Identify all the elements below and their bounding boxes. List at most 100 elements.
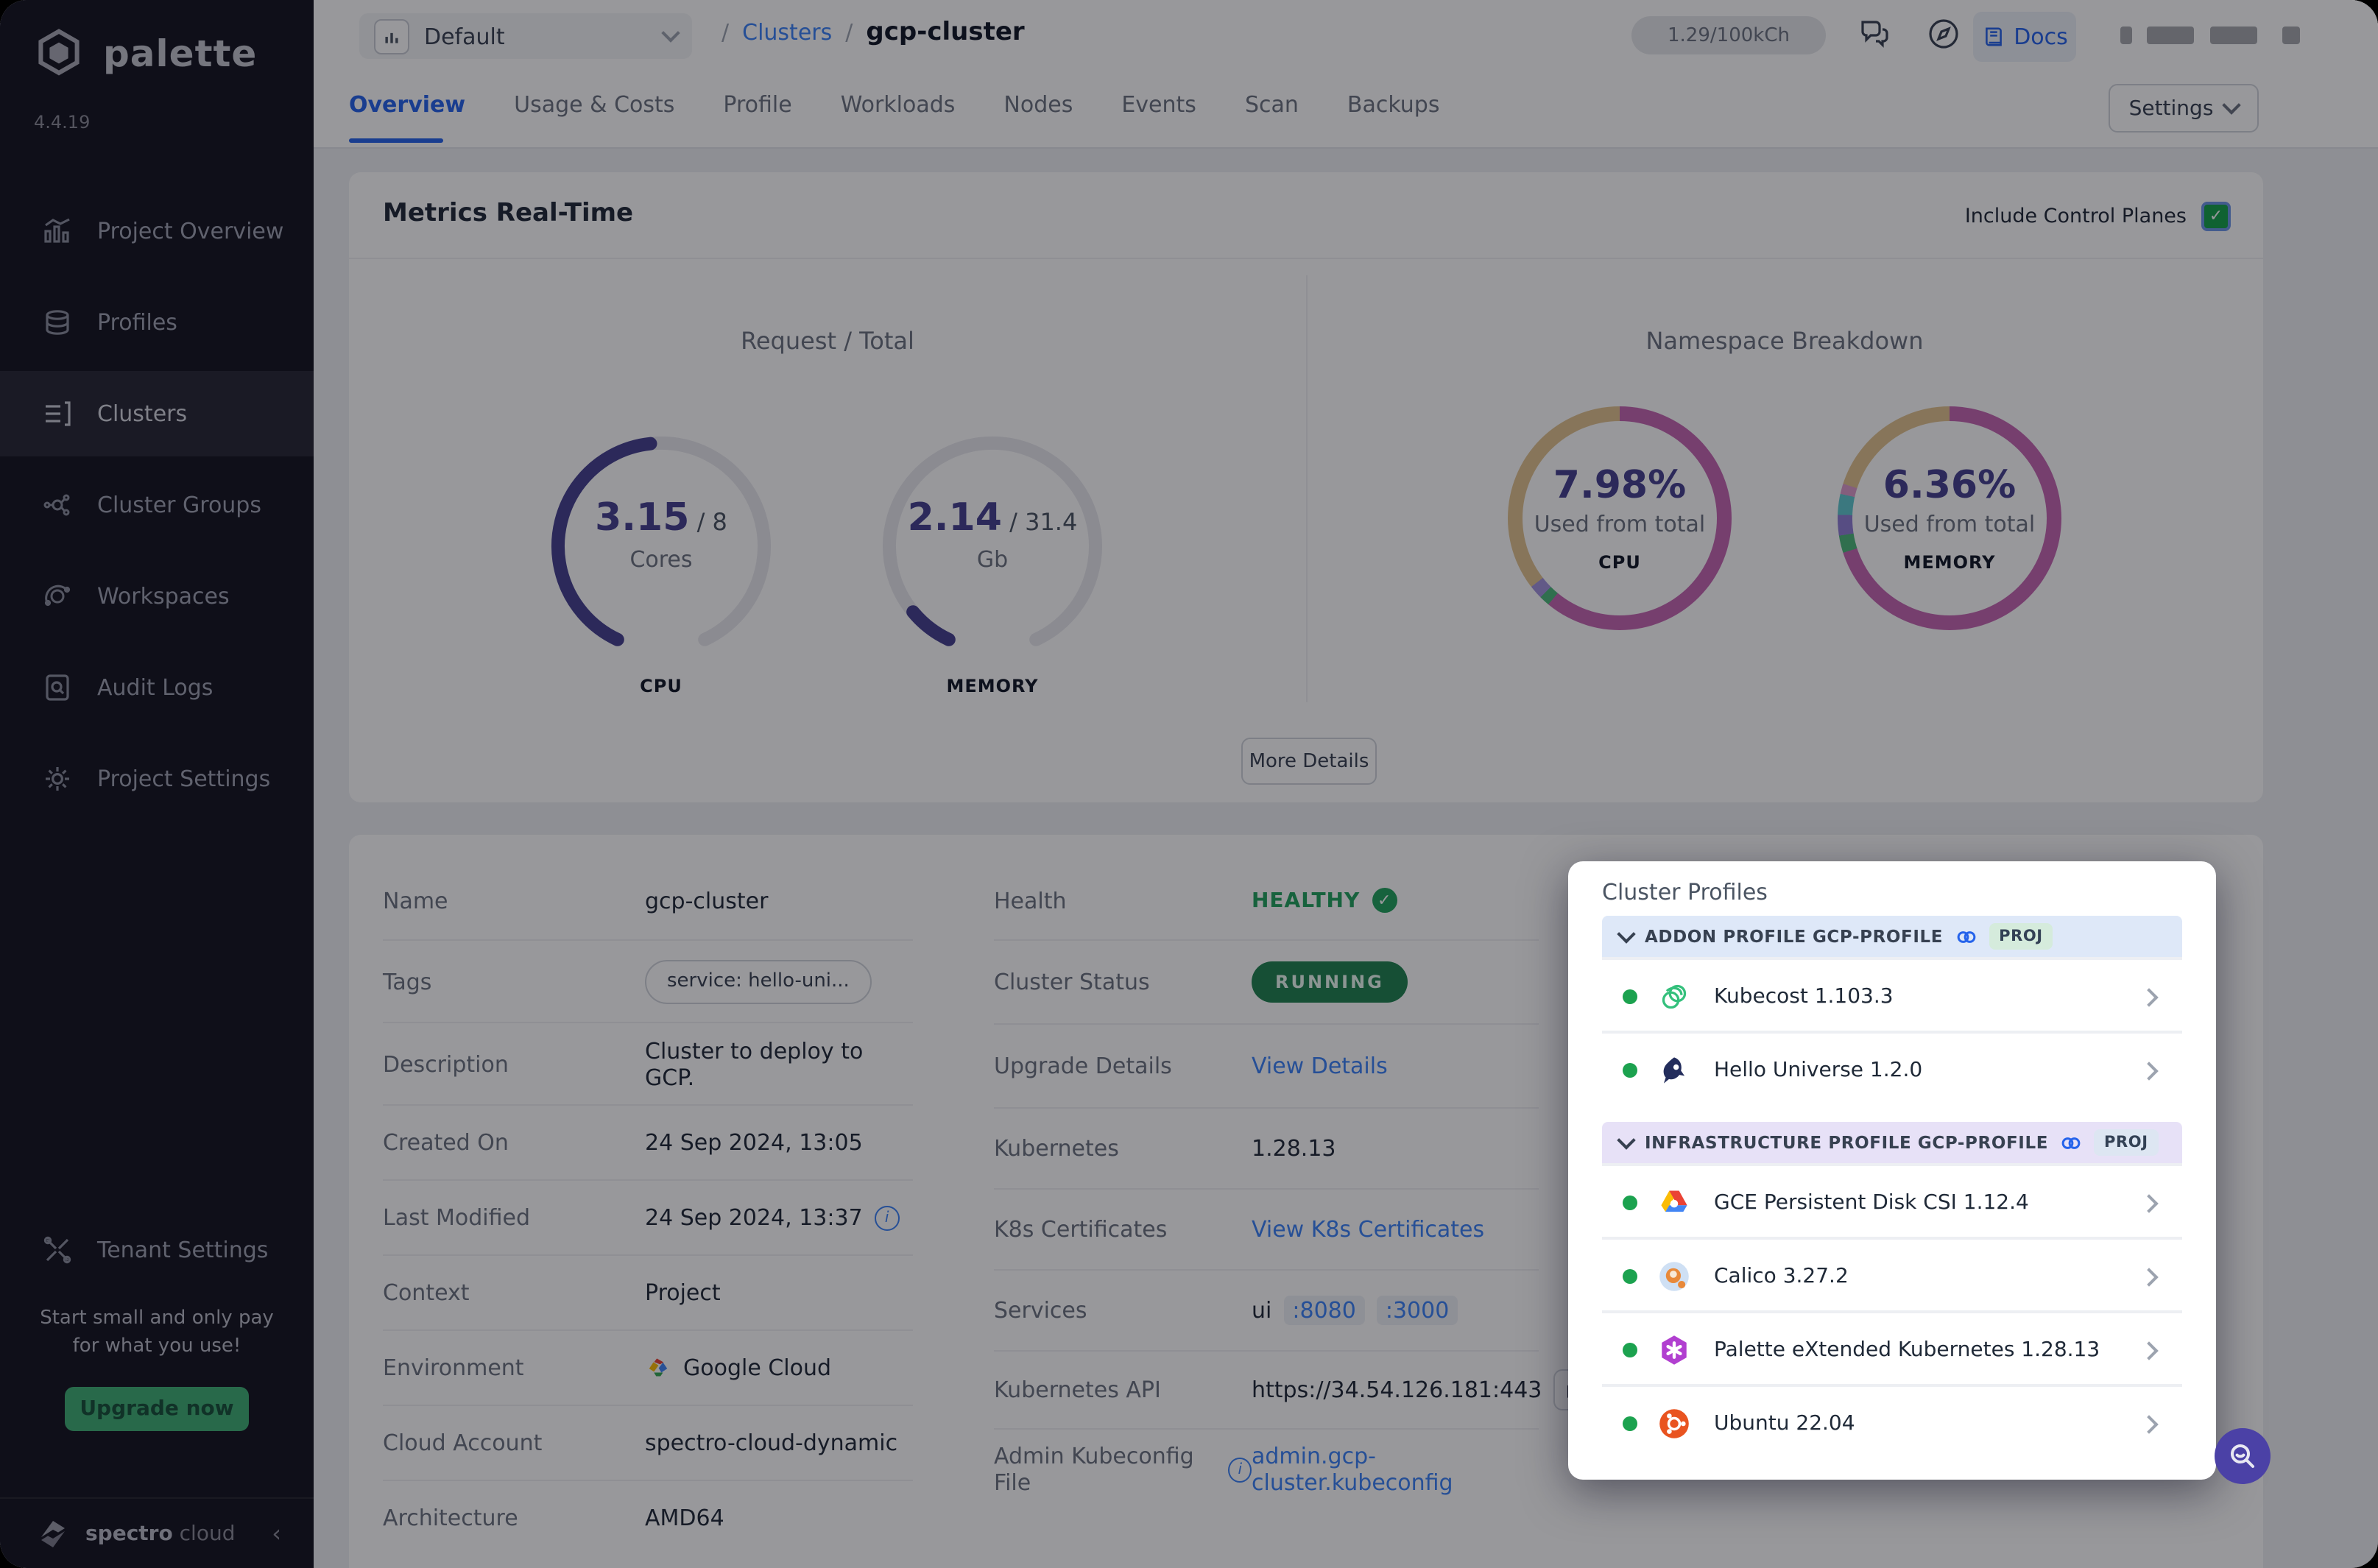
sidebar-item-label: Clusters	[97, 400, 188, 427]
profile-layer-kubecost[interactable]: Kubecost 1.103.3	[1602, 957, 2182, 1034]
search-fab-button[interactable]	[2215, 1428, 2271, 1484]
detail-row: Architecture AMD64	[383, 1505, 724, 1531]
sidebar-item-label: Tenant Settings	[97, 1237, 269, 1263]
tag-pill[interactable]: service: hello-uni...	[645, 959, 872, 1003]
detail-row: Last Modified 24 Sep 2024, 13:37 i	[383, 1181, 913, 1256]
service-port-8080-link[interactable]: :8080	[1283, 1296, 1365, 1325]
description-value: Cluster to deploy to GCP.	[645, 1037, 864, 1090]
memory-request-value: 2.14	[907, 496, 1002, 540]
detail-row: Context Project	[383, 1256, 913, 1331]
palette-extended-kubernetes-icon	[1658, 1334, 1690, 1366]
search-smile-icon	[2226, 1440, 2259, 1472]
profile-layer-palette-extended-kubernetes[interactable]: Palette eXtended Kubernetes 1.28.13	[1602, 1310, 2182, 1387]
info-icon[interactable]: i	[874, 1205, 900, 1230]
chat-icon[interactable]	[1857, 16, 1892, 52]
detail-row: Cloud Account spectro-cloud-dynamic	[383, 1406, 913, 1481]
last-modified-value: 24 Sep 2024, 13:37	[645, 1204, 863, 1231]
link-icon	[2060, 1131, 2082, 1154]
chevron-down-icon	[1617, 924, 1636, 943]
sidebar-item-clusters[interactable]: Clusters	[0, 371, 314, 456]
calico-icon	[1658, 1260, 1690, 1293]
tab-usage-costs[interactable]: Usage & Costs	[514, 91, 675, 118]
sidebar-footer: spectro cloud ‹	[0, 1497, 314, 1568]
breadcrumb-clusters-link[interactable]: Clusters	[742, 19, 833, 46]
project-selector[interactable]: Default	[359, 13, 692, 59]
gear-icon	[41, 763, 74, 795]
memory-gauge: 2.14 / 31.4 Gb	[878, 431, 1107, 661]
service-port-3000-link[interactable]: :3000	[1376, 1296, 1458, 1325]
compass-icon[interactable]	[1926, 16, 1961, 52]
docs-button[interactable]: Docs	[1973, 12, 2076, 62]
hello-universe-icon	[1658, 1054, 1690, 1087]
more-details-button[interactable]: More Details	[1241, 738, 1377, 785]
footer-brand-light: cloud	[179, 1522, 236, 1545]
view-k8s-certificates-link[interactable]: View K8s Certificates	[1252, 1216, 1485, 1243]
addon-profile-section-header[interactable]: ADDON PROFILE GCP-PROFILE PROJ	[1602, 916, 2182, 957]
gce-persistent-disk-icon	[1658, 1187, 1690, 1219]
sidebar-item-workspaces[interactable]: Workspaces	[0, 554, 314, 639]
namespace-cpu-donut: 7.98% Used from total CPU	[1508, 406, 1732, 630]
sidebar-item-project-overview[interactable]: Project Overview	[0, 188, 314, 274]
namespace-cpu-caption: Used from total	[1534, 511, 1706, 537]
sidebar-item-label: Audit Logs	[97, 674, 214, 701]
sidebar-item-audit-logs[interactable]: Audit Logs	[0, 645, 314, 730]
infrastructure-profile-section-header[interactable]: INFRASTRUCTURE PROFILE GCP-PROFILE PROJ	[1602, 1122, 2182, 1163]
ubuntu-icon	[1658, 1408, 1690, 1440]
tab-backups[interactable]: Backups	[1347, 91, 1440, 118]
sidebar-item-profiles[interactable]: Profiles	[0, 280, 314, 365]
detail-row: Admin Kubeconfig File i admin.gcp-cluster…	[994, 1430, 1539, 1509]
book-icon	[1981, 25, 2005, 49]
info-icon[interactable]: i	[1228, 1457, 1252, 1482]
view-details-link[interactable]: View Details	[1252, 1053, 1388, 1079]
kubernetes-api-value: https://34.54.126.181:443	[1252, 1377, 1542, 1403]
status-dot	[1623, 1343, 1637, 1357]
environment-value: Google Cloud	[683, 1355, 832, 1381]
profile-layer-gce-persistent-disk[interactable]: GCE Persistent Disk CSI 1.12.4	[1602, 1163, 2182, 1240]
settings-button[interactable]: Settings	[2109, 84, 2259, 133]
tab-scan[interactable]: Scan	[1244, 91, 1299, 118]
profile-layer-ubuntu[interactable]: Ubuntu 22.04	[1602, 1384, 2182, 1461]
sidebar-item-label: Project Settings	[97, 766, 271, 792]
project-selector-value: Default	[424, 23, 505, 49]
kubernetes-version-value: 1.28.13	[1252, 1135, 1336, 1162]
tab-nodes[interactable]: Nodes	[1003, 91, 1073, 118]
cloud-account-value: spectro-cloud-dynamic	[645, 1430, 898, 1456]
sidebar-item-tenant-settings[interactable]: Tenant Settings	[0, 1207, 314, 1293]
tab-overview[interactable]: Overview	[349, 91, 466, 118]
chevron-right-icon	[2139, 987, 2159, 1006]
tab-events[interactable]: Events	[1121, 91, 1196, 118]
cpu-unit: Cores	[629, 546, 693, 573]
sidebar: palette 4.4.19 Project Overview Profiles…	[0, 0, 314, 1568]
sidebar-item-label: Project Overview	[97, 218, 284, 244]
detail-row: Description Cluster to deploy to GCP.	[383, 1023, 913, 1106]
profile-layer-hello-universe[interactable]: Hello Universe 1.2.0	[1602, 1031, 2182, 1107]
namespace-cpu-pct: 7.98%	[1553, 464, 1687, 508]
detail-row: Cluster Status RUNNING	[994, 941, 1539, 1025]
admin-kubeconfig-link[interactable]: admin.gcp-cluster.kubeconfig	[1252, 1443, 1453, 1496]
namespace-cpu-label: CPU	[1598, 552, 1641, 573]
chevron-right-icon	[2139, 1193, 2159, 1212]
request-total-title: Request / Total	[741, 327, 914, 355]
sidebar-item-project-settings[interactable]: Project Settings	[0, 736, 314, 822]
namespace-breakdown-title: Namespace Breakdown	[1645, 327, 1924, 355]
chevron-right-icon	[2139, 1341, 2159, 1360]
sidebar-item-label: Cluster Groups	[97, 492, 261, 518]
include-control-planes-label: Include Control Planes	[1964, 205, 2187, 228]
include-control-planes-checkbox[interactable]: ✓	[2201, 202, 2231, 231]
tab-profile[interactable]: Profile	[723, 91, 792, 118]
profile-layer-calico[interactable]: Calico 3.27.2	[1602, 1237, 2182, 1313]
sidebar-item-cluster-groups[interactable]: Cluster Groups	[0, 462, 314, 548]
cpu-total-value: / 8	[696, 508, 727, 536]
detail-row: Environment Google Cloud	[383, 1331, 913, 1406]
namespace-memory-label: MEMORY	[1903, 552, 1996, 573]
cluster-profiles-panel: Cluster Profiles ADDON PROFILE GCP-PROFI…	[1568, 861, 2216, 1480]
collapse-sidebar-button[interactable]: ‹	[272, 1519, 281, 1547]
detail-row: Tags service: hello-uni...	[383, 941, 913, 1023]
metrics-card: Metrics Real-Time Include Control Planes…	[349, 172, 2263, 802]
tab-workloads[interactable]: Workloads	[840, 91, 956, 118]
google-cloud-icon	[645, 1355, 671, 1381]
status-dot	[1623, 989, 1637, 1004]
upgrade-now-button[interactable]: Upgrade now	[65, 1387, 249, 1431]
memory-gauge-label: MEMORY	[946, 676, 1039, 696]
